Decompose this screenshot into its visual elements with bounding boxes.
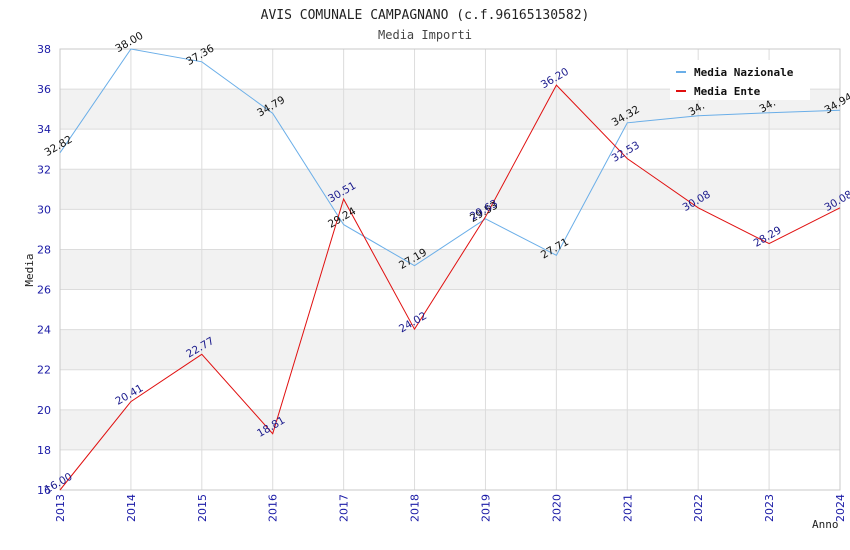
x-tick-label: 2013: [54, 494, 67, 522]
y-tick-label: 24: [37, 324, 51, 337]
y-tick-label: 18: [37, 444, 51, 457]
legend-entry: Media Ente: [694, 85, 761, 98]
y-tick-label: 38: [37, 43, 51, 56]
x-tick-label: 2019: [479, 494, 492, 522]
plot-band: [60, 249, 840, 290]
x-tick-label: 2022: [692, 494, 705, 522]
x-tick-label: 2016: [267, 494, 280, 522]
x-tick-label: 2017: [338, 494, 351, 522]
y-tick-labels: 16 18 20 22 24 26 28 30 32 34 36 38: [37, 43, 51, 497]
y-tick-label: 22: [37, 364, 51, 377]
x-axis-label: Anno: [812, 518, 839, 531]
series-lines: [59, 48, 841, 491]
chart-subtitle: Media Importi: [378, 28, 472, 42]
plot-band: [60, 169, 840, 210]
y-tick-label: 34: [37, 123, 51, 136]
series-line-media-nazionale: [59, 48, 841, 267]
plot-bands: [60, 89, 840, 450]
data-label: 32.82: [42, 133, 74, 158]
legend-entry: Media Nazionale: [694, 66, 794, 79]
plot-frame: [59, 48, 841, 491]
x-tick-label: 2024: [834, 494, 847, 522]
legend: Media Nazionale Media Ente: [670, 60, 810, 100]
plot-band: [60, 409, 840, 450]
x-tick-label: 2020: [550, 494, 563, 522]
y-tick-label: 32: [37, 163, 51, 176]
y-tick-label: 20: [37, 404, 51, 417]
x-tick-label: 2021: [621, 494, 634, 522]
y-tick-label: 28: [37, 243, 51, 256]
data-label: 37.36: [184, 42, 216, 68]
x-tick-label: 2018: [409, 494, 422, 522]
x-tick-labels: 2013 2014 2015 2016 2017 2018 2019 2020 2021 2022…: [54, 494, 847, 522]
y-tick-label: 30: [37, 203, 51, 216]
data-label: 32.53: [610, 139, 642, 164]
x-tick-label: 2014: [125, 494, 138, 522]
y-tick-label: 26: [37, 284, 51, 297]
series-line-media-ente: [59, 84, 841, 491]
y-tick-label: 36: [37, 83, 51, 96]
data-label: 28.29: [752, 224, 784, 249]
data-label: 16.00: [42, 471, 74, 496]
legend-box: [670, 60, 810, 100]
x-tick-label: 2023: [763, 494, 776, 522]
y-tick-label: 16: [37, 484, 51, 497]
y-axis-label: Media: [23, 253, 36, 286]
chart-title: AVIS COMUNALE CAMPAGNANO (c.f.9616513058…: [261, 8, 590, 23]
plot-band: [60, 329, 840, 370]
x-tick-label: 2015: [196, 494, 209, 522]
